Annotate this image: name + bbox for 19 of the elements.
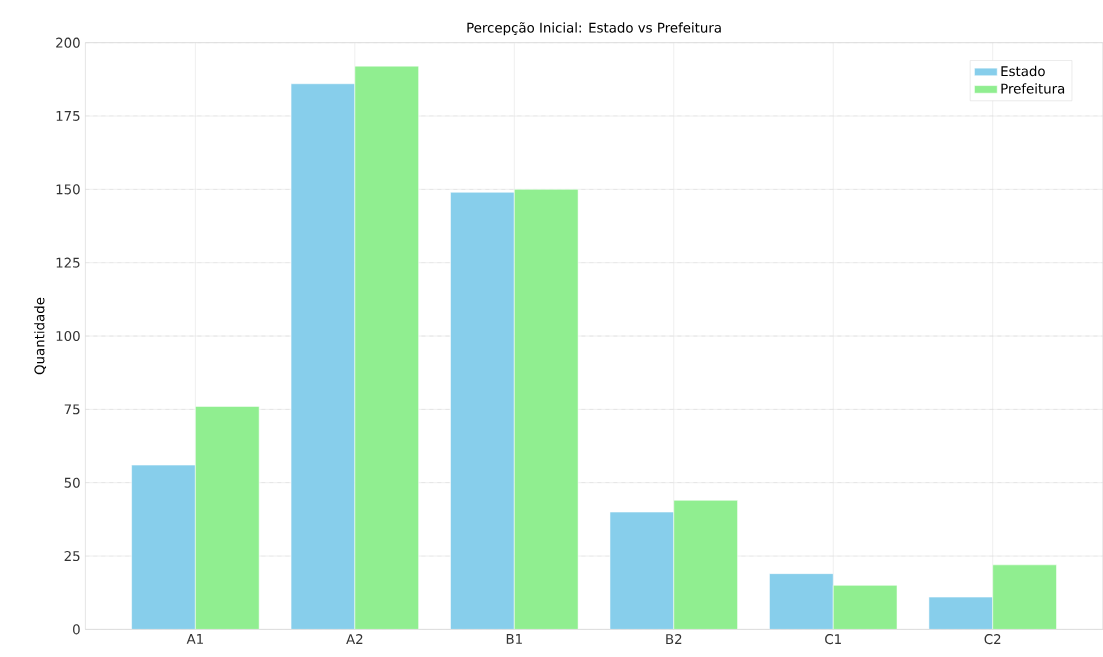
legend-label: Estado	[1001, 65, 1045, 76]
y-tick-label: 75	[64, 404, 80, 415]
x-tick-label: C1	[825, 633, 841, 644]
x-tick-label: A2	[346, 633, 363, 644]
chart-title: Percepção Inicial: Estado vs Prefeitura	[467, 21, 721, 36]
legend-label: Prefeitura	[1001, 83, 1065, 94]
y-axis-title: Quantidade	[34, 297, 47, 374]
y-tick-label: 125	[56, 257, 80, 268]
y-tick-label: 25	[64, 550, 80, 561]
y-tick-label: 100	[56, 330, 80, 341]
x-tick-label: C2	[984, 633, 1001, 644]
x-tick-label: B1	[506, 633, 522, 644]
y-tick-label: 175	[56, 110, 80, 121]
x-tick-label: A1	[186, 633, 203, 644]
y-tick-label: 200	[56, 37, 80, 48]
y-tick-label: 0	[73, 624, 80, 635]
y-tick-label: 150	[56, 184, 80, 195]
y-tick-label: 50	[64, 477, 80, 488]
x-tick-label: B2	[666, 633, 682, 644]
